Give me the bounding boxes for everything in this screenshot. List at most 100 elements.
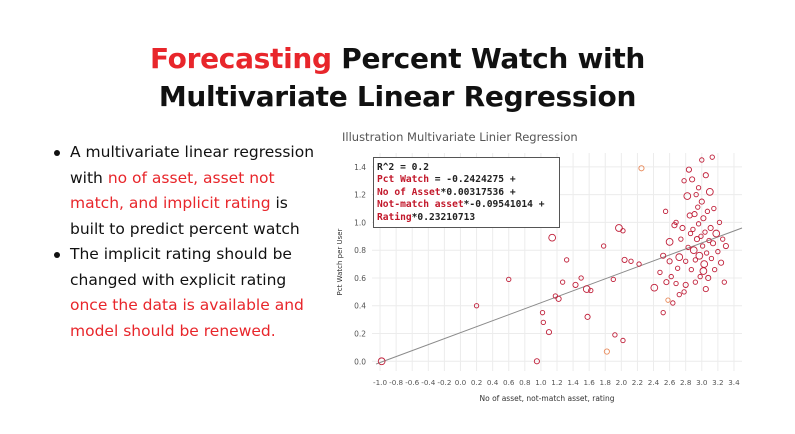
data-point [708, 255, 715, 262]
data-point [683, 258, 689, 264]
y-tick-label: 1.2 [354, 191, 366, 200]
data-point [572, 281, 579, 288]
title-accent: Forecasting [149, 42, 332, 75]
data-point [679, 224, 686, 232]
equation-r2: R^2 = 0.2 [377, 162, 429, 173]
data-point [636, 261, 642, 267]
data-point [668, 273, 674, 280]
data-point [660, 252, 667, 259]
x-tick-label: 0.8 [519, 378, 531, 387]
data-point [673, 219, 679, 226]
bullet1-highlight: no of asset, asset not match, and implic… [70, 168, 275, 213]
bullet1-text2: is built to predict percent watch [70, 194, 300, 238]
data-point [601, 243, 607, 249]
bullet-item-rating: The implicit rating should be changed wi… [52, 242, 322, 344]
bullet2-highlight: once the data is available and model sho… [70, 296, 304, 340]
data-point [559, 279, 566, 285]
data-point [705, 188, 714, 196]
data-point [688, 266, 694, 273]
x-tick-label: 2.2 [632, 378, 643, 387]
data-point [681, 178, 687, 184]
data-point [610, 276, 616, 283]
data-point [692, 279, 698, 285]
data-point [698, 198, 705, 205]
data-point [711, 205, 717, 212]
data-point [676, 291, 682, 298]
data-point [702, 172, 709, 179]
data-point [705, 274, 712, 282]
data-point [702, 286, 709, 293]
data-point [715, 248, 721, 255]
x-tick-label: 1.0 [535, 378, 547, 387]
bullet1-text1: A multivariate linear regression with [70, 143, 315, 187]
data-point [704, 208, 711, 214]
data-point [692, 257, 698, 263]
data-point [662, 208, 669, 214]
bullet-item-regression: A multivariate linear regression with no… [52, 140, 322, 242]
data-point [693, 192, 699, 198]
data-point [678, 236, 684, 242]
data-point [693, 236, 701, 243]
data-point [670, 300, 676, 306]
x-tick-label: -0.4 [421, 378, 435, 387]
x-tick-label: 3.2 [712, 378, 723, 387]
data-point [703, 250, 710, 256]
y-axis-label: Pct Watch per User [336, 228, 344, 295]
data-point [699, 243, 706, 249]
x-tick-label: 1.4 [567, 378, 579, 387]
regression-equation-box: R^2 = 0.2 Pct Watch = -0.2424275 + No of… [373, 157, 560, 229]
data-point [548, 233, 557, 242]
data-point [718, 259, 725, 266]
data-point [682, 281, 689, 288]
x-tick-label: 0.4 [487, 378, 499, 387]
data-point [663, 279, 670, 286]
scatter-chart: 0.0 0.2 0.4 0.6 0.8 1.0 1.2 1.4 -1.0 -0.8 -0.6 -0.4… [336, 153, 743, 403]
data-point [706, 237, 712, 244]
data-point [621, 256, 628, 263]
data-point [533, 358, 540, 365]
data-point [555, 295, 562, 302]
equation-line-asset: No of Asset*0.00317536 + [377, 187, 556, 199]
data-point [699, 267, 708, 275]
y-tick-label: 1.4 [354, 163, 366, 172]
y-tick-label: 1.0 [354, 218, 366, 227]
data-point [695, 221, 702, 227]
data-point [620, 228, 626, 234]
y-tick-label: 0.8 [354, 246, 366, 255]
chart-title: Illustration Multivariate Linier Regress… [342, 130, 578, 144]
x-tick-label: 2.0 [616, 378, 628, 387]
x-tick-label: 0.6 [503, 378, 515, 387]
data-point [660, 310, 666, 316]
data-point [685, 244, 691, 251]
data-point [691, 211, 698, 218]
title-line2: Multivariate Linear Regression [158, 80, 637, 113]
data-point [665, 297, 671, 303]
data-point [628, 258, 634, 264]
data-point [615, 224, 623, 232]
data-point [665, 238, 674, 246]
equation-line-rating: Rating*0.23210713 [377, 212, 556, 224]
data-point [377, 357, 386, 366]
data-point [584, 313, 591, 320]
data-point [673, 280, 679, 287]
data-point [695, 204, 701, 210]
data-point [699, 157, 705, 163]
data-point [657, 269, 663, 276]
data-point [578, 275, 584, 281]
data-point [506, 276, 512, 283]
data-point [612, 332, 618, 338]
data-point [650, 283, 659, 292]
equation-line-not-match: Not-match asset*-0.09541014 + [377, 199, 556, 211]
data-point [712, 266, 718, 273]
data-point [707, 224, 714, 232]
x-tick-label: -0.8 [389, 378, 403, 387]
data-point [675, 253, 684, 261]
data-point [697, 273, 703, 280]
x-tick-label: 1.2 [551, 378, 562, 387]
x-tick-label: 3.0 [696, 378, 708, 387]
x-tick-label: 0.0 [455, 378, 467, 387]
eq-coef-intercept: = -0.2424275 + [428, 174, 516, 186]
data-point [685, 166, 692, 173]
data-point [582, 285, 591, 293]
data-point [473, 303, 480, 309]
